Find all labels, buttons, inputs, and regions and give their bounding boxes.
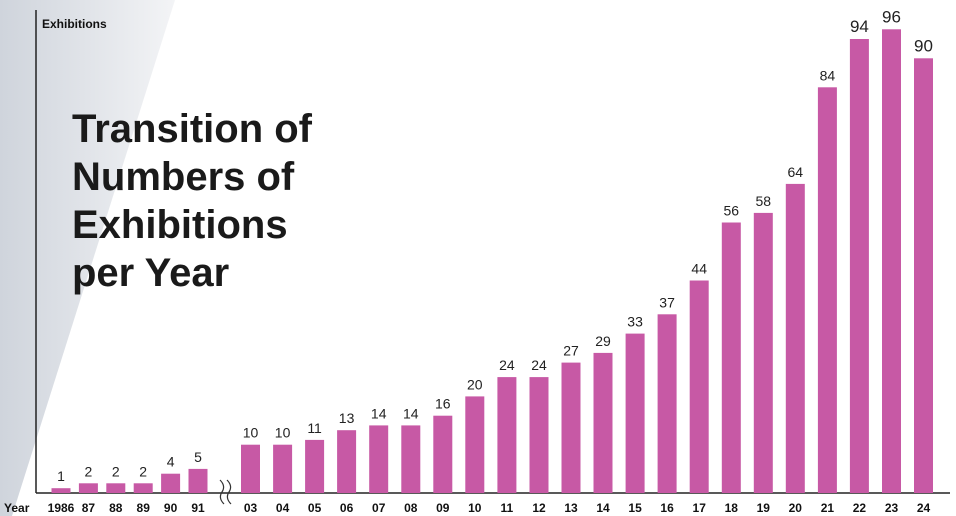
- value-label-1986: 1: [57, 468, 65, 484]
- tick-label-09: 09: [436, 501, 450, 515]
- tick-label-89: 89: [137, 501, 151, 515]
- value-label-07: 14: [371, 405, 387, 421]
- bar-03: [241, 444, 260, 493]
- value-label-14: 29: [595, 333, 611, 349]
- tick-label-21: 21: [821, 501, 835, 515]
- value-label-22: 94: [850, 17, 869, 36]
- tick-label-04: 04: [276, 501, 290, 515]
- value-label-23: 96: [882, 7, 901, 26]
- bar-88: [106, 483, 126, 493]
- bar-89: [133, 483, 153, 493]
- tick-label-08: 08: [404, 501, 418, 515]
- bar-04: [273, 444, 293, 493]
- bar-16: [657, 314, 677, 493]
- bar-11: [497, 377, 517, 493]
- bar-90: [161, 473, 181, 493]
- value-label-16: 37: [659, 294, 675, 310]
- bar-20: [785, 183, 805, 493]
- tick-label-19: 19: [757, 501, 771, 515]
- value-label-17: 44: [691, 261, 707, 277]
- tick-label-15: 15: [628, 501, 642, 515]
- bar-17: [689, 280, 709, 493]
- value-label-15: 33: [627, 314, 643, 330]
- bar-13: [561, 362, 581, 493]
- bar-22: [849, 39, 869, 493]
- chart-title-line-4: per Year: [72, 251, 229, 295]
- bar-05: [305, 439, 325, 493]
- bar-12: [529, 377, 549, 493]
- value-label-09: 16: [435, 396, 451, 412]
- value-label-18: 56: [724, 203, 740, 219]
- value-label-19: 58: [756, 193, 772, 209]
- value-label-89: 2: [139, 463, 147, 479]
- tick-label-87: 87: [82, 501, 96, 515]
- bar-10: [465, 396, 485, 493]
- chart-title-line-2: Numbers of: [72, 155, 295, 199]
- value-label-91: 5: [194, 449, 202, 465]
- value-label-05: 11: [307, 420, 322, 436]
- tick-label-16: 16: [660, 501, 674, 515]
- x-axis-title: Year: [4, 501, 30, 515]
- value-label-04: 10: [275, 425, 291, 441]
- value-label-08: 14: [403, 405, 419, 421]
- tick-label-05: 05: [308, 501, 322, 515]
- tick-label-90: 90: [164, 501, 178, 515]
- value-label-90: 4: [167, 454, 175, 470]
- chart-title-line-1: Transition of: [72, 107, 313, 151]
- bar-19: [753, 212, 773, 493]
- tick-label-24: 24: [917, 501, 931, 515]
- tick-label-17: 17: [693, 501, 707, 515]
- value-label-24: 90: [914, 36, 933, 55]
- bar-23: [882, 29, 901, 494]
- value-label-12: 24: [531, 357, 547, 373]
- axis-break: [219, 479, 232, 505]
- tick-label-1986: 1986: [48, 501, 75, 515]
- bar-07: [369, 425, 389, 493]
- bar-24: [914, 58, 933, 494]
- tick-label-06: 06: [340, 501, 354, 515]
- bar-1986: [51, 488, 71, 493]
- bar-09: [433, 415, 453, 493]
- bar-87: [78, 483, 98, 493]
- value-label-03: 10: [243, 425, 259, 441]
- tick-label-14: 14: [596, 501, 610, 515]
- tick-label-22: 22: [853, 501, 867, 515]
- value-label-21: 84: [820, 67, 836, 83]
- value-label-88: 2: [112, 463, 120, 479]
- tick-label-18: 18: [725, 501, 739, 515]
- tick-label-12: 12: [532, 501, 546, 515]
- chart-title-line-3: Exhibitions: [72, 203, 288, 247]
- tick-label-03: 03: [244, 501, 258, 515]
- value-label-20: 64: [788, 164, 804, 180]
- value-label-87: 2: [85, 463, 93, 479]
- tick-label-20: 20: [789, 501, 803, 515]
- value-label-13: 27: [563, 343, 579, 359]
- chart-title: Transition of Numbers of Exhibitions per…: [72, 107, 313, 295]
- value-label-06: 13: [339, 410, 355, 426]
- tick-label-11: 11: [501, 501, 514, 515]
- tick-label-23: 23: [885, 501, 899, 515]
- bar-14: [593, 352, 613, 493]
- tick-label-10: 10: [468, 501, 482, 515]
- value-label-11: 24: [499, 357, 515, 373]
- bar-18: [721, 222, 741, 493]
- bar-91: [188, 468, 208, 493]
- bar-21: [817, 87, 837, 494]
- tick-label-88: 88: [109, 501, 123, 515]
- bar-15: [625, 333, 645, 493]
- y-axis-title: Exhibitions: [42, 17, 107, 31]
- value-label-10: 20: [467, 376, 483, 392]
- background-decoration: [0, 0, 175, 516]
- tick-label-91: 91: [191, 501, 205, 515]
- tick-label-07: 07: [372, 501, 386, 515]
- bar-08: [401, 425, 421, 493]
- tick-label-13: 13: [564, 501, 578, 515]
- bar-06: [337, 430, 357, 493]
